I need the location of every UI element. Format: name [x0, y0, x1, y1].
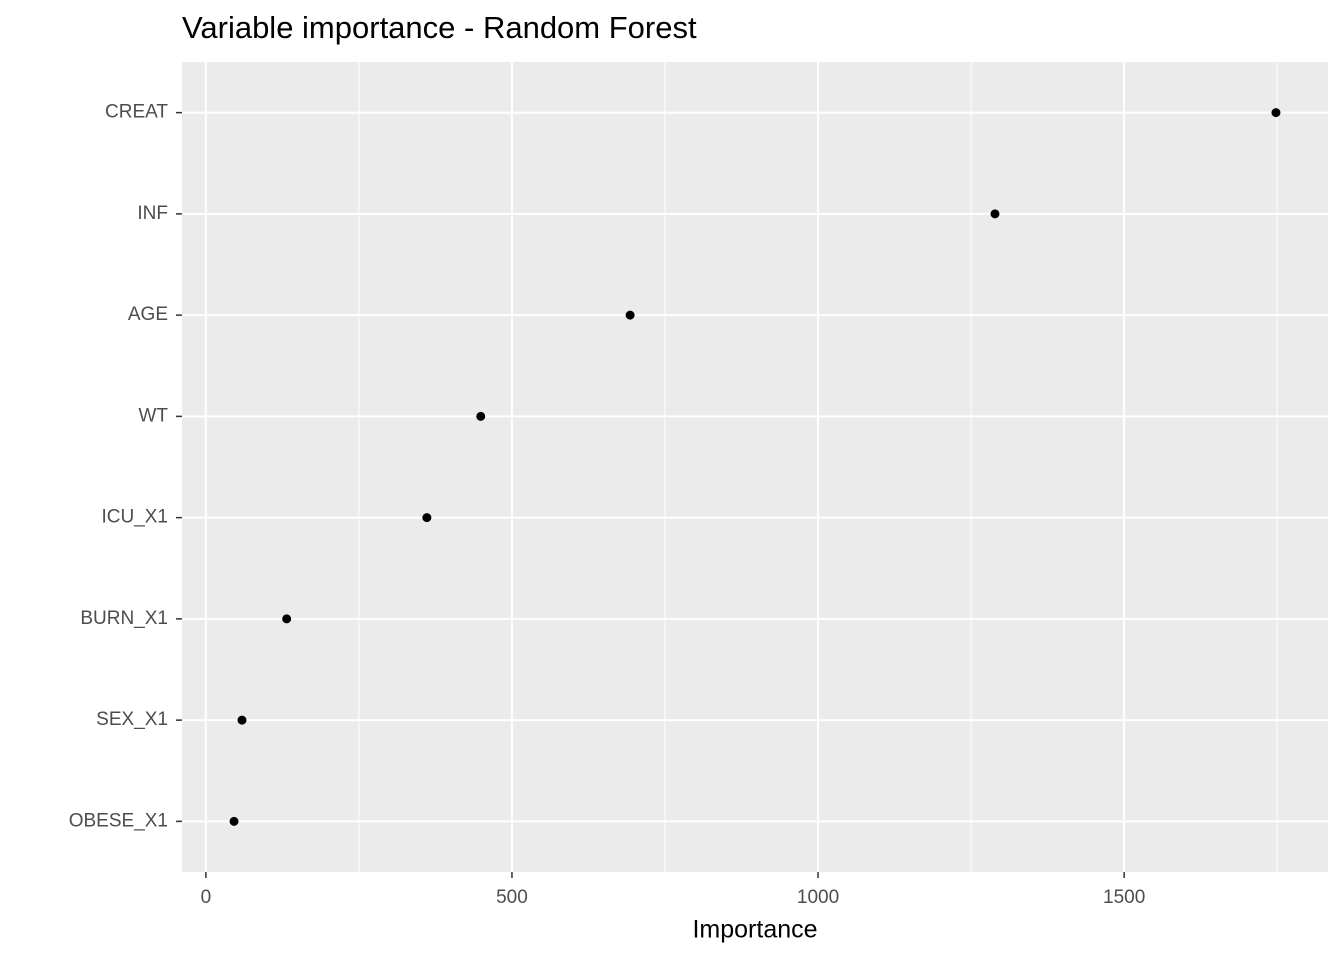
y-tick-label: ICU_X1: [101, 507, 168, 528]
y-tick-label: WT: [138, 405, 168, 426]
dot: [476, 411, 486, 421]
dot: [990, 209, 1000, 219]
y-tick-label: OBESE_X1: [69, 810, 168, 831]
x-tick-label: 1000: [797, 887, 839, 908]
y-tick-label: BURN_X1: [80, 608, 168, 629]
y-tick-label: SEX_X1: [96, 709, 168, 730]
x-axis-title: Importance: [692, 916, 817, 944]
y-tick-label: INF: [137, 203, 168, 224]
panel: [182, 62, 1328, 872]
dot: [1271, 108, 1281, 118]
x-tick-label: 0: [201, 887, 212, 908]
dot: [625, 310, 635, 320]
y-tick-label: CREAT: [105, 102, 168, 123]
x-tick-label: 500: [496, 887, 528, 908]
chart-title: Variable importance - Random Forest: [182, 10, 697, 45]
dot: [282, 614, 292, 624]
y-tick-label: AGE: [128, 304, 168, 325]
dot: [422, 513, 432, 523]
dot: [237, 715, 247, 725]
dot: [229, 816, 239, 826]
x-tick-label: 1500: [1103, 887, 1145, 908]
